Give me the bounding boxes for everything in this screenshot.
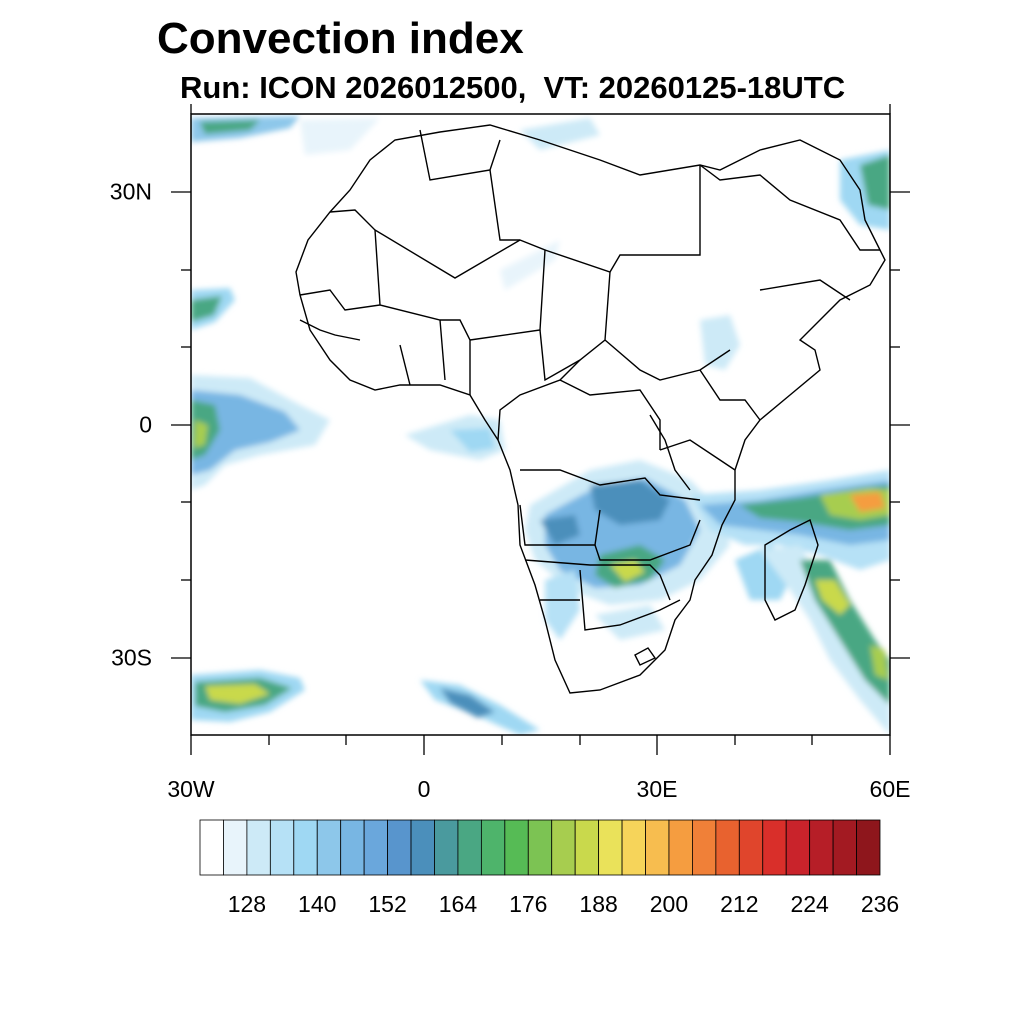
colorbar-tick-label: 188 [579, 891, 617, 917]
plot-title: Convection index [157, 14, 524, 63]
colorbar-swatch [480, 819, 506, 876]
latitude-tick-label: 30S [111, 644, 152, 670]
longitude-tick-label: 60E [870, 776, 911, 802]
colorbar-swatch [527, 819, 553, 876]
colorbar-swatch [457, 819, 482, 876]
longitude-tick-label: 0 [418, 776, 431, 802]
colorbar-swatch [434, 819, 459, 876]
colorbar-swatch [293, 819, 318, 876]
convection-field [191, 116, 890, 735]
plot-subtitle: Run: ICON 2026012500, VT: 20260125-18UTC [180, 70, 846, 105]
colorbar-swatch [340, 819, 365, 876]
colorbar-swatch [598, 819, 623, 876]
colorbar-swatch [246, 819, 271, 876]
country-boundaries [295, 124, 886, 694]
colorbar-swatch [692, 819, 717, 876]
colorbar-swatch [223, 819, 248, 876]
longitude-labels: 30W 0 30E 60E [167, 776, 910, 802]
colorbar-tick-label: 176 [509, 891, 547, 917]
colorbar-swatch [668, 819, 693, 876]
latitude-tick-label: 0 [139, 412, 152, 438]
colorbar-swatch [387, 819, 412, 876]
latitude-tick-label: 30N [110, 179, 152, 205]
colorbar-swatch [832, 819, 857, 876]
colorbar-tick-label: 128 [228, 891, 266, 917]
colorbar [199, 819, 881, 876]
colorbar-swatch [738, 819, 764, 876]
colorbar-swatch [856, 819, 881, 876]
colorbar-tick-label: 224 [790, 891, 829, 917]
axis-ticks [171, 104, 910, 755]
colorbar-swatch [269, 819, 295, 876]
colorbar-labels: 128 140 152 164 176 188 200 212 224 236 [228, 891, 899, 917]
colorbar-swatch [785, 819, 811, 876]
colorbar-swatch [715, 819, 740, 876]
colorbar-swatch [410, 819, 435, 876]
colorbar-swatch [504, 819, 529, 876]
longitude-tick-label: 30E [637, 776, 678, 802]
colorbar-swatch [199, 819, 224, 876]
colorbar-swatch [574, 819, 600, 876]
colorbar-swatch [316, 819, 342, 876]
colorbar-tick-label: 152 [368, 891, 406, 917]
colorbar-swatch [809, 819, 834, 876]
colorbar-swatch [621, 819, 646, 876]
colorbar-tick-label: 200 [650, 891, 688, 917]
colorbar-tick-label: 140 [298, 891, 336, 917]
colorbar-swatch [363, 819, 388, 876]
colorbar-tick-label: 164 [439, 891, 478, 917]
latitude-labels: 30N 0 30S [110, 179, 152, 671]
colorbar-swatch [762, 819, 787, 876]
longitude-tick-label: 30W [167, 776, 215, 802]
colorbar-tick-label: 236 [861, 891, 899, 917]
colorbar-tick-label: 212 [720, 891, 758, 917]
colorbar-swatch [551, 819, 576, 876]
colorbar-swatch [645, 819, 670, 876]
